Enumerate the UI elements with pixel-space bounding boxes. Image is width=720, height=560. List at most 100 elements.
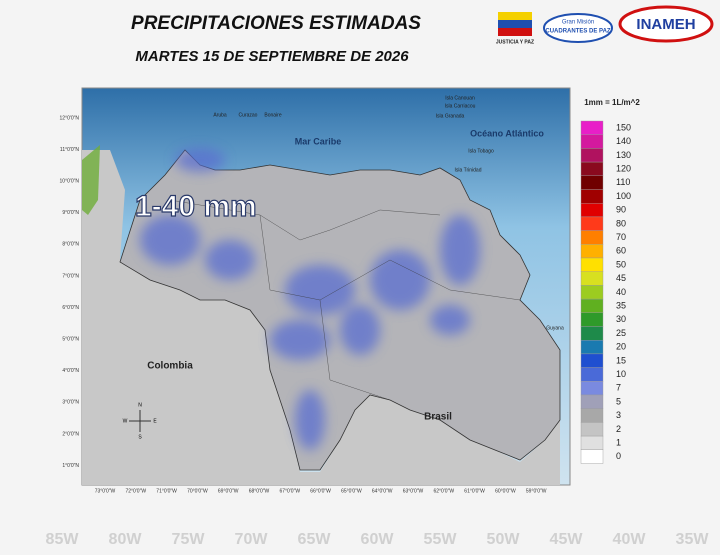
legend-swatch: [580, 175, 604, 190]
lat-label: 3°0'0"N: [62, 400, 79, 406]
compass-label: N: [138, 402, 142, 408]
legend-swatch: [580, 216, 604, 231]
legend-label: 2: [616, 424, 621, 434]
lat-label: 11°0'0"N: [60, 147, 79, 153]
legend-swatch: [580, 244, 604, 259]
legend-swatch: [580, 148, 604, 163]
legend-swatch: [580, 230, 604, 245]
lat-label: 6°0'0"N: [62, 305, 79, 311]
background-label: 50W: [487, 531, 521, 548]
background-label: 65W: [298, 531, 332, 548]
place-label: Bonaire: [264, 112, 281, 118]
background-label: 60W: [361, 531, 395, 548]
legend-label: 130: [616, 150, 631, 160]
legend-swatch: [580, 271, 604, 286]
legend-label: 7: [616, 383, 621, 393]
lat-label: 9°0'0"N: [62, 210, 79, 216]
lon-label: 66°0'0"W: [310, 488, 331, 494]
lat-label: 2°0'0"N: [62, 431, 79, 437]
legend-label: 25: [616, 328, 626, 338]
legend-swatch: [580, 353, 604, 368]
legend-swatch: [580, 189, 604, 204]
background-label: 55W: [424, 531, 458, 548]
legend-swatch: [580, 312, 604, 327]
legend-label: 45: [616, 273, 626, 283]
place-label: Isla Tobago: [468, 148, 494, 154]
legend-swatch: [580, 120, 604, 135]
legend-label: 15: [616, 355, 626, 365]
lat-label: 7°0'0"N: [62, 273, 79, 279]
place-label: Isla Trinidad: [455, 167, 482, 173]
legend-swatch: [580, 285, 604, 300]
legend-label: 60: [616, 246, 626, 256]
place-label: Colombia: [147, 361, 193, 372]
lon-label: 70°0'0"W: [187, 488, 208, 494]
legend-swatch: [580, 449, 604, 464]
lat-label: 8°0'0"N: [62, 242, 79, 248]
legend-swatch: [580, 257, 604, 272]
subtitle: MARTES 15 DE SEPTIEMBRE DE 2026: [135, 48, 409, 65]
lon-label: 64°0'0"W: [372, 488, 393, 494]
lat-label: 1°0'0"N: [62, 463, 79, 469]
lon-label: 62°0'0"W: [434, 488, 455, 494]
lat-label: 5°0'0"N: [62, 337, 79, 343]
lat-label: 12°0'0"N: [60, 115, 80, 121]
legend-swatch: [580, 381, 604, 396]
legend-label: 20: [616, 342, 626, 352]
place-label: Curazao: [239, 112, 258, 118]
place-labels: Mar Caribe Océano Atlántico Colombia Brasil…: [147, 95, 564, 422]
legend-label: 10: [616, 369, 626, 379]
background-label: 75W: [172, 531, 206, 548]
lon-label: 73°0'0"W: [95, 488, 116, 494]
legend-label: 70: [616, 232, 626, 242]
place-label: Isla Carriacou: [445, 103, 476, 109]
legend-swatch: [580, 422, 604, 437]
legend-swatch: [580, 326, 604, 341]
lon-label: 65°0'0"W: [341, 488, 362, 494]
legend-unit: 1mm = 1L/m^2: [584, 98, 640, 107]
title: PRECIPITACIONES ESTIMADAS: [131, 13, 421, 34]
lat-label: 10°0'0"N: [60, 179, 80, 185]
lon-label: 71°0'0"W: [156, 488, 177, 494]
compass-label: E: [153, 418, 157, 424]
place-label: Aruba: [213, 112, 227, 118]
legend-label: 90: [616, 205, 626, 215]
legend-swatch: [580, 408, 604, 423]
place-label: Isla Granada: [436, 113, 465, 119]
legend-label: 5: [616, 396, 621, 406]
logo-text: Gran Misión: [562, 20, 594, 26]
lon-label: 59°0'0"W: [526, 488, 547, 494]
lat-label: 4°0'0"N: [62, 368, 79, 374]
legend-swatch: [580, 134, 604, 149]
legend-label: 110: [616, 177, 630, 187]
range-label: 1-40 mm: [135, 190, 257, 223]
background-label: 70W: [235, 531, 269, 548]
legend-swatch: [580, 367, 604, 382]
background-label: 35W: [676, 531, 710, 548]
legend-label: 50: [616, 259, 626, 269]
place-label: Brasil: [424, 412, 452, 423]
place-label: Mar Caribe: [295, 136, 342, 146]
legend-label: 40: [616, 287, 626, 297]
background-label: 85W: [46, 531, 80, 548]
legend-label: 150: [616, 122, 631, 132]
compass-label: S: [138, 434, 142, 440]
lon-label: 69°0'0"W: [218, 488, 239, 494]
logos: JUSTICIA Y PAZ Gran Misión CUADRANTES DE…: [496, 5, 714, 45]
place-label: Guyana: [546, 325, 564, 331]
lon-label: 63°0'0"W: [403, 488, 424, 494]
legend-swatch: [580, 298, 604, 314]
legend-swatch: [580, 161, 604, 177]
logo-text: INAMEH: [636, 16, 695, 33]
legend-swatch: [580, 202, 604, 218]
place-label: Océano Atlántico: [470, 128, 544, 138]
logo-text: JUSTICIA Y PAZ: [496, 39, 534, 45]
legend-label: 30: [616, 314, 626, 324]
logo-text: CUADRANTES DE PAZ: [545, 29, 611, 35]
legend-swatch: [580, 340, 604, 355]
legend-label: 0: [616, 451, 621, 461]
legend-label: 140: [616, 136, 631, 146]
lon-label: 72°0'0"W: [126, 488, 147, 494]
